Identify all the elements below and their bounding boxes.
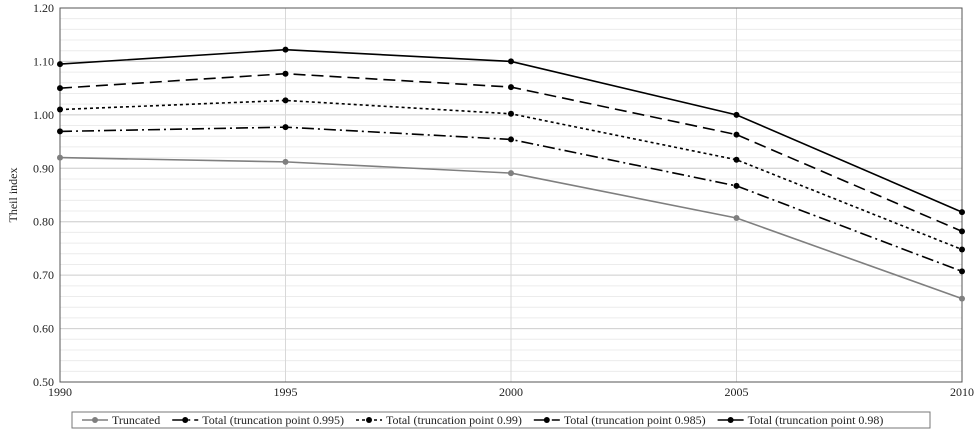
legend-item: Total (truncation point 0.99) [356,413,522,427]
data-point [508,58,514,65]
data-point [57,128,63,135]
legend-label: Total (truncation point 0.995) [202,413,344,427]
data-point [959,295,965,302]
series-lines [57,46,965,302]
series-2 [57,97,965,253]
data-point [508,110,514,117]
legend-marker [182,417,189,423]
legend-marker [92,417,98,423]
x-tick-label: 2010 [950,385,974,399]
data-point [733,111,740,118]
y-tick-label: 0.70 [33,268,54,282]
series-4 [57,46,965,216]
x-tick-label: 2005 [725,385,749,399]
data-point [733,182,740,189]
data-point [959,228,965,235]
y-tick-label: 0.50 [33,375,54,389]
y-tick-label: 0.60 [33,322,54,336]
legend-item: Truncated [82,413,160,427]
legend-box [71,411,931,429]
legend-marker [366,417,373,423]
legend-item: Total (truncation point 0.985) [533,413,706,427]
plot-area-frame [59,7,963,383]
data-point [959,268,965,275]
data-point [282,97,289,104]
y-tick-label: 0.90 [33,161,54,175]
legend-label: Total (truncation point 0.98) [748,413,884,427]
data-point [733,156,740,163]
legend-marker [543,417,550,423]
x-tick-label: 2000 [499,385,523,399]
y-tick-label: 0.80 [33,215,54,229]
y-tick-label: 1.20 [33,1,54,15]
data-point [508,136,514,143]
series-1 [57,124,965,275]
data-point [508,84,514,91]
data-point [959,246,965,253]
data-point [733,214,740,221]
data-point [282,124,289,131]
x-tick-label: 1995 [274,385,298,399]
legend: Truncated Total (truncation point 0.995) T… [71,411,931,429]
data-point [57,61,63,68]
legend-label: Truncated [112,413,160,427]
data-point [508,170,514,177]
legend-marker [727,417,734,423]
y-tick-label: 1.10 [33,54,54,68]
data-point [57,85,63,92]
legend-label: Total (truncation point 0.99) [386,413,522,427]
data-point [282,70,289,77]
data-point [57,154,63,161]
legend-item: Total (truncation point 0.995) [172,413,344,427]
series-3 [57,70,965,235]
data-point [959,209,965,216]
x-tick-label: 1990 [48,385,72,399]
legend-label: Total (truncation point 0.985) [564,413,706,427]
y-tick-label: 1.00 [33,108,54,122]
data-point [282,158,289,165]
data-point [733,131,740,138]
series-0 [57,154,965,302]
data-point [57,106,63,113]
data-point [282,46,289,53]
y-axis-title: Theil index [6,168,20,223]
legend-item: Total (truncation point 0.98) [717,413,884,427]
axes: 0.50 0.60 0.70 0.80 0.90 1.00 1.10 1.20 1990 1995… [6,1,974,399]
